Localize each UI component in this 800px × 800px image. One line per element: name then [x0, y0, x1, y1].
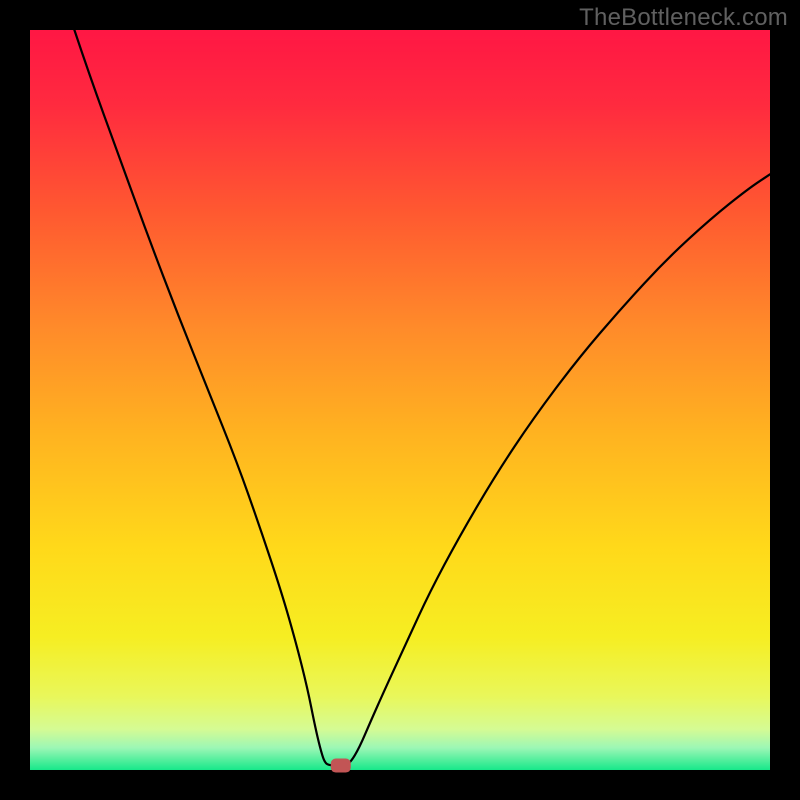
watermark-text: TheBottleneck.com	[579, 4, 788, 32]
chart-container: { "watermark": "TheBottleneck.com", "cha…	[0, 0, 800, 800]
minimum-marker	[331, 759, 351, 773]
bottleneck-chart	[0, 0, 800, 800]
